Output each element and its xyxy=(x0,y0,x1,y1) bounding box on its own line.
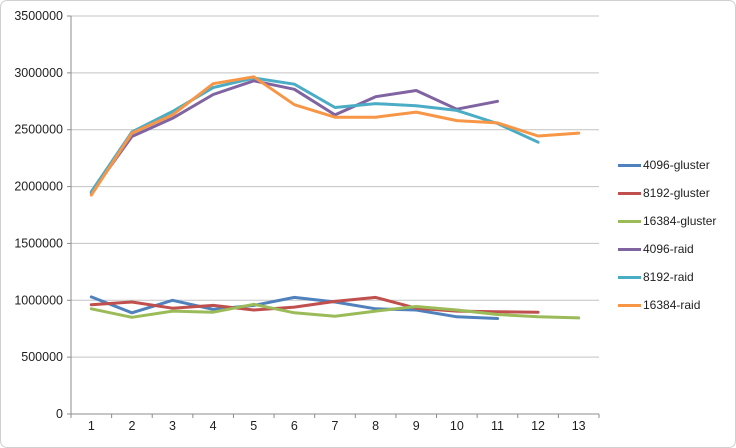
y-axis-tick-label: 0 xyxy=(56,407,63,421)
series-line-16384-gluster xyxy=(89,302,581,320)
x-axis-tick-label: 9 xyxy=(413,419,420,433)
x-axis-tick-label: 10 xyxy=(450,419,464,433)
gridlines xyxy=(71,15,599,358)
y-axis-tick-label: 1000000 xyxy=(14,293,63,307)
series-line-4096-raid xyxy=(89,79,499,195)
x-axis-tick-label: 1 xyxy=(88,419,95,433)
legend-label: 8192-raid xyxy=(643,270,694,284)
legend-line-swatch xyxy=(618,275,641,279)
y-axis-tick-label: 3000000 xyxy=(14,66,63,80)
legend-label: 16384-gluster xyxy=(643,214,717,228)
x-axis-tick-label: 5 xyxy=(250,419,257,433)
legend-line-swatch xyxy=(618,247,641,251)
x-axis-tick-label: 13 xyxy=(572,419,586,433)
series-line-4096-gluster xyxy=(89,295,499,320)
x-axis-tick-label: 7 xyxy=(332,419,339,433)
legend-item-16384-gluster: 16384-gluster xyxy=(618,207,716,235)
x-axis-tick-labels: 1 2 3 4 5 6 7 8 9 10 11 12 13 xyxy=(88,419,586,433)
y-axis-tick-label: 2500000 xyxy=(14,123,63,137)
legend-item-8192-gluster: 8192-gluster xyxy=(618,179,716,207)
x-axis-tick-label: 4 xyxy=(210,419,217,433)
x-axis-tick-label: 6 xyxy=(291,419,298,433)
x-axis-tick-label: 12 xyxy=(531,419,545,433)
legend-item-4096-gluster: 4096-gluster xyxy=(618,151,716,179)
legend-line-swatch xyxy=(618,191,641,195)
x-axis-tick-label: 2 xyxy=(128,419,135,433)
legend-line-swatch xyxy=(618,219,641,223)
x-axis-tick-label: 8 xyxy=(372,419,379,433)
y-axis-tick-label: 1500000 xyxy=(14,236,63,250)
y-axis-tick-label: 3500000 xyxy=(14,9,63,23)
legend-label: 8192-gluster xyxy=(643,186,710,200)
series-line-16384-raid xyxy=(89,75,581,197)
legend-item-4096-raid: 4096-raid xyxy=(618,235,716,263)
axes xyxy=(70,16,599,415)
legend-line-swatch xyxy=(618,163,641,167)
y-axis-tick-label: 500000 xyxy=(21,350,63,364)
legend-label: 4096-raid xyxy=(643,242,694,256)
legend-line-swatch xyxy=(618,303,641,307)
chart-legend: 4096-gluster 8192-gluster 16384-gluster … xyxy=(618,151,716,319)
y-axis-tick-labels: 0 500000 1000000 1500000 2000000 2500000 30000… xyxy=(14,9,63,421)
x-axis-tick-label: 3 xyxy=(169,419,176,433)
tick-marks xyxy=(67,15,600,418)
series-line-8192-raid xyxy=(89,76,540,194)
legend-label: 4096-gluster xyxy=(643,158,710,172)
x-axis-tick-label: 11 xyxy=(491,419,504,433)
legend-item-8192-raid: 8192-raid xyxy=(618,263,716,291)
y-axis-tick-label: 2000000 xyxy=(14,180,63,194)
legend-label: 16384-raid xyxy=(643,298,701,312)
legend-item-16384-raid: 16384-raid xyxy=(618,291,716,319)
